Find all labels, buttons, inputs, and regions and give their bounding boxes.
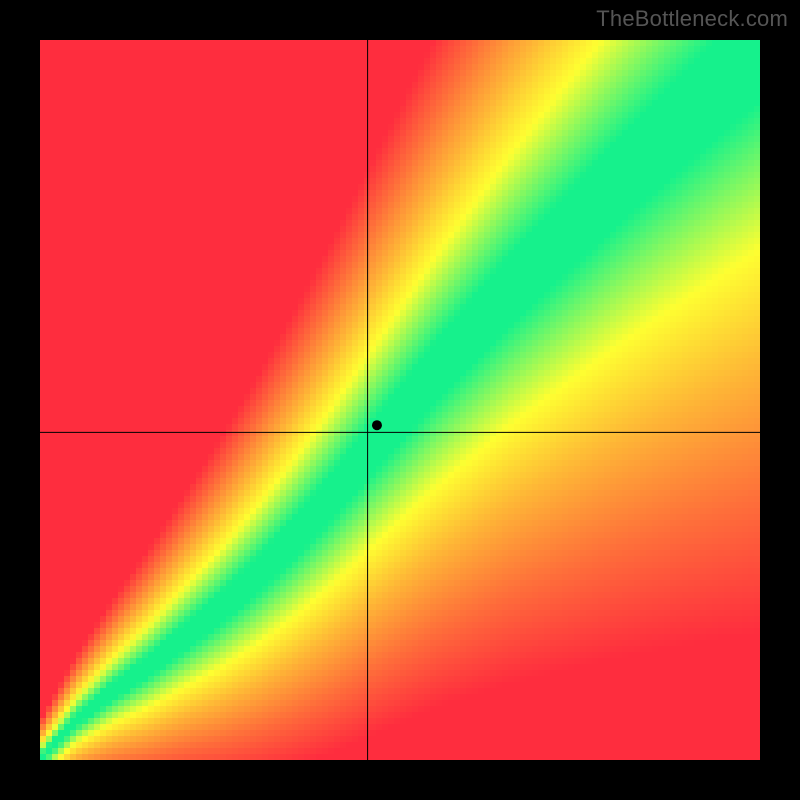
chart-container: TheBottleneck.com: [0, 0, 800, 800]
watermark-text: TheBottleneck.com: [596, 6, 788, 32]
heatmap-canvas: [40, 40, 760, 760]
plot-area: [40, 40, 760, 760]
